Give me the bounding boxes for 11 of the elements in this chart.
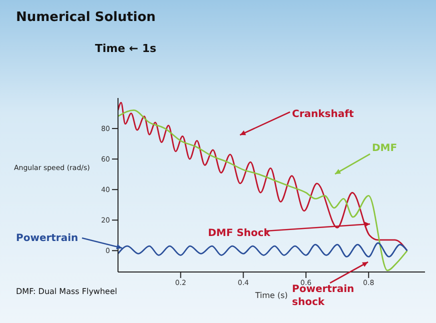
line-series (118, 242, 408, 258)
x-axis-title: Time (s) (254, 291, 288, 300)
legend-label: Powertrain (16, 233, 78, 244)
text: DMF: Dual Mass Flywheel (16, 287, 118, 296)
text: Powertrain shock (292, 284, 354, 308)
chart-subtitle: Time ← 1s (95, 42, 156, 55)
chart-title: Numerical Solution (16, 10, 156, 25)
text: DMF (372, 143, 398, 154)
line-series (118, 110, 408, 272)
annotation: DMF Shock (208, 228, 271, 239)
text: Crankshaft (292, 109, 354, 120)
